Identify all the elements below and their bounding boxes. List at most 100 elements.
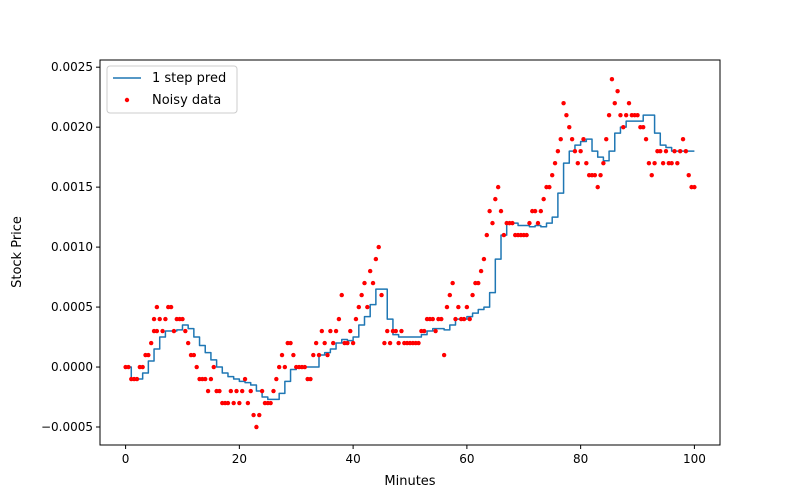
noisy-data-point (669, 160, 674, 166)
noisy-data-point (433, 328, 438, 334)
noisy-data-point (535, 220, 541, 226)
noisy-data-point (558, 136, 563, 142)
noisy-data-point (567, 124, 572, 130)
noisy-data-point (302, 364, 307, 370)
noisy-data-point (396, 340, 401, 346)
noisy-data-point (168, 304, 174, 310)
noisy-data-point (461, 316, 467, 322)
noisy-data-point (561, 100, 566, 106)
noisy-data-point (532, 208, 538, 214)
noisy-data-point (612, 100, 617, 106)
noisy-data-point (365, 304, 370, 310)
noisy-data-point (598, 172, 603, 178)
noisy-data-point (308, 376, 313, 382)
noisy-data-point (683, 148, 689, 154)
noisy-data-point (140, 364, 145, 370)
noisy-data-point (470, 292, 475, 298)
y-tick-label: −0.0005 (41, 420, 93, 434)
noisy-data-point (328, 328, 333, 334)
noisy-data-point (527, 220, 532, 226)
noisy-data-point (555, 148, 561, 154)
noisy-data-point (331, 340, 336, 346)
noisy-data-point (493, 196, 498, 202)
legend: 1 step pred Noisy data (106, 65, 238, 114)
x-tick-label: 80 (573, 452, 588, 466)
noisy-data-point (339, 292, 344, 298)
noisy-data-point (569, 136, 575, 142)
noisy-data-point (422, 328, 427, 334)
legend-label-noisy-data: Noisy data (152, 93, 221, 108)
noisy-data-point (359, 292, 364, 298)
noisy-data-point (547, 184, 552, 190)
noisy-data-point (228, 388, 234, 394)
noisy-data-point (444, 304, 450, 310)
x-tick-label: 0 (122, 452, 130, 466)
y-tick-label: 0.0015 (51, 180, 93, 194)
noisy-data-point (538, 208, 544, 214)
noisy-data-point (385, 328, 390, 334)
noisy-data-point (524, 232, 529, 238)
noisy-data-point (592, 172, 598, 178)
noisy-data-point (248, 388, 253, 394)
noisy-data-point (367, 268, 373, 274)
noisy-data-point (180, 316, 185, 322)
y-tick-label: 0.0020 (51, 120, 93, 134)
noisy-data-point (274, 376, 279, 382)
noisy-data-point (441, 352, 447, 358)
noisy-data-point (478, 268, 484, 274)
noisy-data-point (151, 316, 157, 322)
noisy-data-point (333, 328, 339, 334)
noisy-data-point (621, 124, 626, 130)
y-axis: −0.0005 0.0000 0.0005 0.0010 0.0015 0.0020 0.0… (41, 60, 100, 434)
noisy-data-point (623, 112, 629, 118)
noisy-data-point (495, 184, 501, 190)
noisy-data-point (487, 208, 492, 214)
noisy-data-point (185, 340, 191, 346)
plot-area (123, 76, 697, 430)
noisy-data-point (356, 304, 362, 310)
noisy-data-point (231, 400, 236, 406)
y-tick-label: 0.0000 (51, 360, 93, 374)
noisy-data-point (658, 148, 663, 154)
noisy-data-point (282, 364, 288, 370)
noisy-data-point (643, 136, 649, 142)
noisy-data-point (288, 340, 293, 346)
noisy-data-point (271, 388, 276, 394)
noisy-data-point (584, 160, 589, 166)
noisy-data-point (675, 160, 680, 166)
noisy-data-point (672, 148, 677, 154)
noisy-data-point (680, 136, 686, 142)
x-axis-label: Minutes (384, 474, 435, 489)
noisy-data-point (416, 340, 421, 346)
noisy-data-point (350, 340, 356, 346)
noisy-data-point (163, 316, 168, 322)
noisy-data-point (251, 412, 256, 418)
noisy-data-point (382, 340, 387, 346)
noisy-data-point (291, 352, 296, 358)
noisy-data-point (316, 352, 322, 358)
noisy-data-point (450, 280, 455, 286)
noisy-data-point (453, 316, 458, 322)
x-tick-label: 100 (683, 452, 706, 466)
noisy-data-point (205, 388, 211, 394)
noisy-data-point (649, 172, 654, 178)
series-line-1-step-pred (125, 114, 695, 401)
noisy-data-point (564, 112, 569, 118)
noisy-data-point (345, 340, 350, 346)
y-tick-label: 0.0010 (51, 240, 93, 254)
noisy-data-point (604, 136, 609, 142)
noisy-data-point (268, 400, 273, 406)
noisy-data-point (257, 412, 262, 418)
noisy-data-point (456, 304, 461, 310)
noisy-data-point (203, 376, 208, 382)
noisy-data-point (240, 388, 245, 394)
noisy-data-point (353, 316, 359, 322)
noisy-data-point (311, 352, 316, 358)
noisy-data-point (160, 328, 165, 334)
noisy-data-point (467, 316, 472, 322)
legend-label-1-step-pred: 1 step pred (152, 71, 226, 86)
noisy-data-point (194, 364, 199, 370)
y-tick-label: 0.0025 (51, 60, 93, 74)
x-axis: 0 20 40 60 80 100 (122, 445, 706, 466)
